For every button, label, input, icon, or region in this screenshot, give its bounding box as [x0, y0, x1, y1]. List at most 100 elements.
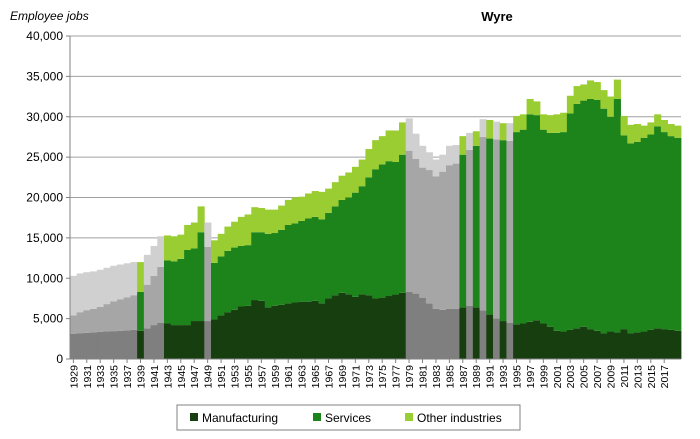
bar-manufacturing-1963	[298, 301, 306, 359]
bar-manufacturing-2009	[607, 331, 615, 359]
bar-other-2015	[647, 122, 655, 135]
bar-manufacturing-1952	[224, 312, 232, 359]
bar-services-2006	[587, 98, 595, 330]
bar-manufacturing-2001	[553, 330, 561, 359]
bar-stack-2001	[553, 114, 561, 359]
bar-services-1940	[143, 284, 151, 329]
bar-services-2000	[546, 132, 554, 327]
bar-stack-1939	[137, 262, 145, 359]
bar-services-1964	[305, 218, 313, 302]
y-axis-label: Employee jobs	[10, 9, 89, 23]
bar-services-1971	[352, 192, 360, 297]
bar-manufacturing-1998	[533, 320, 541, 359]
bar-other-2004	[573, 86, 581, 104]
bar-services-1937	[123, 297, 131, 331]
bar-other-2008	[600, 90, 608, 109]
bar-manufacturing-1980	[412, 293, 420, 359]
bar-stack-1940	[143, 254, 151, 359]
x-tick-label: 1933	[95, 365, 107, 389]
bar-stacks	[70, 79, 682, 359]
y-tick-label: 0	[56, 352, 63, 366]
bar-manufacturing-1955	[244, 305, 252, 359]
bar-stack-1948	[197, 206, 205, 359]
bar-manufacturing-1992	[493, 318, 501, 359]
bar-stack-1930	[76, 273, 84, 359]
bar-other-1990	[479, 119, 487, 137]
bar-services-1943	[164, 260, 172, 324]
bar-other-1952	[224, 226, 232, 251]
bar-services-1949	[204, 246, 212, 322]
bar-other-1995	[513, 115, 521, 133]
bar-stack-1971	[352, 166, 360, 359]
bar-stack-1974	[372, 140, 380, 359]
bar-stack-2016	[654, 114, 662, 359]
x-tick-label: 1965	[310, 365, 322, 389]
bar-other-1930	[76, 273, 84, 313]
bar-manufacturing-1978	[399, 292, 407, 359]
bar-services-1939	[137, 291, 145, 331]
bar-services-2008	[600, 108, 608, 334]
bar-stack-2004	[573, 86, 581, 359]
bar-stack-1966	[318, 191, 326, 359]
bar-manufacturing-1967	[325, 298, 333, 359]
bar-stack-1972	[358, 159, 366, 359]
legend-label-manufacturing: Manufacturing	[202, 411, 278, 425]
bar-manufacturing-1983	[432, 308, 440, 359]
bar-other-1954	[237, 216, 245, 246]
bar-stack-1999	[540, 114, 548, 359]
bar-manufacturing-2018	[667, 329, 675, 359]
bar-manufacturing-1944	[170, 325, 178, 359]
bar-stack-2019	[674, 125, 682, 359]
bar-services-1990	[479, 136, 487, 311]
bar-stack-1970	[345, 172, 353, 359]
x-tick-label: 1959	[270, 365, 282, 389]
legend-label-other: Other industries	[417, 411, 502, 425]
bar-other-1967	[325, 188, 333, 213]
bar-other-2001	[553, 114, 561, 133]
bar-manufacturing-1951	[217, 315, 225, 359]
bar-stack-1956	[251, 207, 259, 359]
x-tick-label: 1947	[189, 365, 201, 389]
bar-services-2005	[580, 100, 588, 327]
bar-manufacturing-1996	[519, 323, 527, 359]
y-tick-label: 20,000	[26, 191, 63, 205]
bar-other-1962	[291, 197, 299, 224]
bar-other-1991	[486, 119, 494, 139]
bar-manufacturing-1961	[284, 303, 292, 359]
bar-stack-1991	[486, 119, 494, 359]
bar-services-1951	[217, 256, 225, 316]
bar-services-1947	[190, 248, 198, 322]
y-tick-label: 25,000	[26, 150, 63, 164]
bar-services-1961	[284, 224, 292, 304]
x-tick-label: 1963	[297, 365, 309, 389]
bar-manufacturing-1975	[378, 297, 386, 359]
bar-stack-1931	[83, 272, 91, 359]
bar-services-2001	[553, 132, 561, 331]
bar-services-1968	[331, 206, 339, 296]
bar-stack-2002	[560, 112, 568, 359]
bar-manufacturing-1994	[506, 322, 514, 359]
bar-stack-1996	[519, 114, 527, 359]
bar-stack-2006	[587, 80, 595, 359]
bar-other-2009	[607, 96, 615, 117]
bar-stack-1965	[311, 191, 319, 359]
bar-manufacturing-1945	[177, 325, 185, 359]
bar-stack-1985	[446, 145, 454, 359]
bar-services-1999	[540, 129, 548, 324]
x-tick-label: 1971	[350, 365, 362, 389]
bar-services-1994	[506, 140, 514, 323]
bar-services-1985	[446, 165, 454, 309]
bar-manufacturing-1953	[231, 309, 239, 359]
bar-manufacturing-1988	[466, 305, 474, 359]
bar-other-1943	[164, 235, 172, 261]
bar-other-1959	[271, 209, 279, 234]
bar-services-2019	[674, 137, 682, 331]
bar-manufacturing-2016	[654, 328, 662, 359]
bar-stack-1949	[204, 222, 212, 359]
bar-other-1953	[231, 221, 239, 248]
bar-other-1951	[217, 233, 225, 257]
bar-other-1947	[190, 222, 198, 249]
bar-stack-1969	[338, 175, 346, 359]
bar-other-2003	[566, 95, 574, 114]
x-tick-label: 1969	[337, 365, 349, 389]
